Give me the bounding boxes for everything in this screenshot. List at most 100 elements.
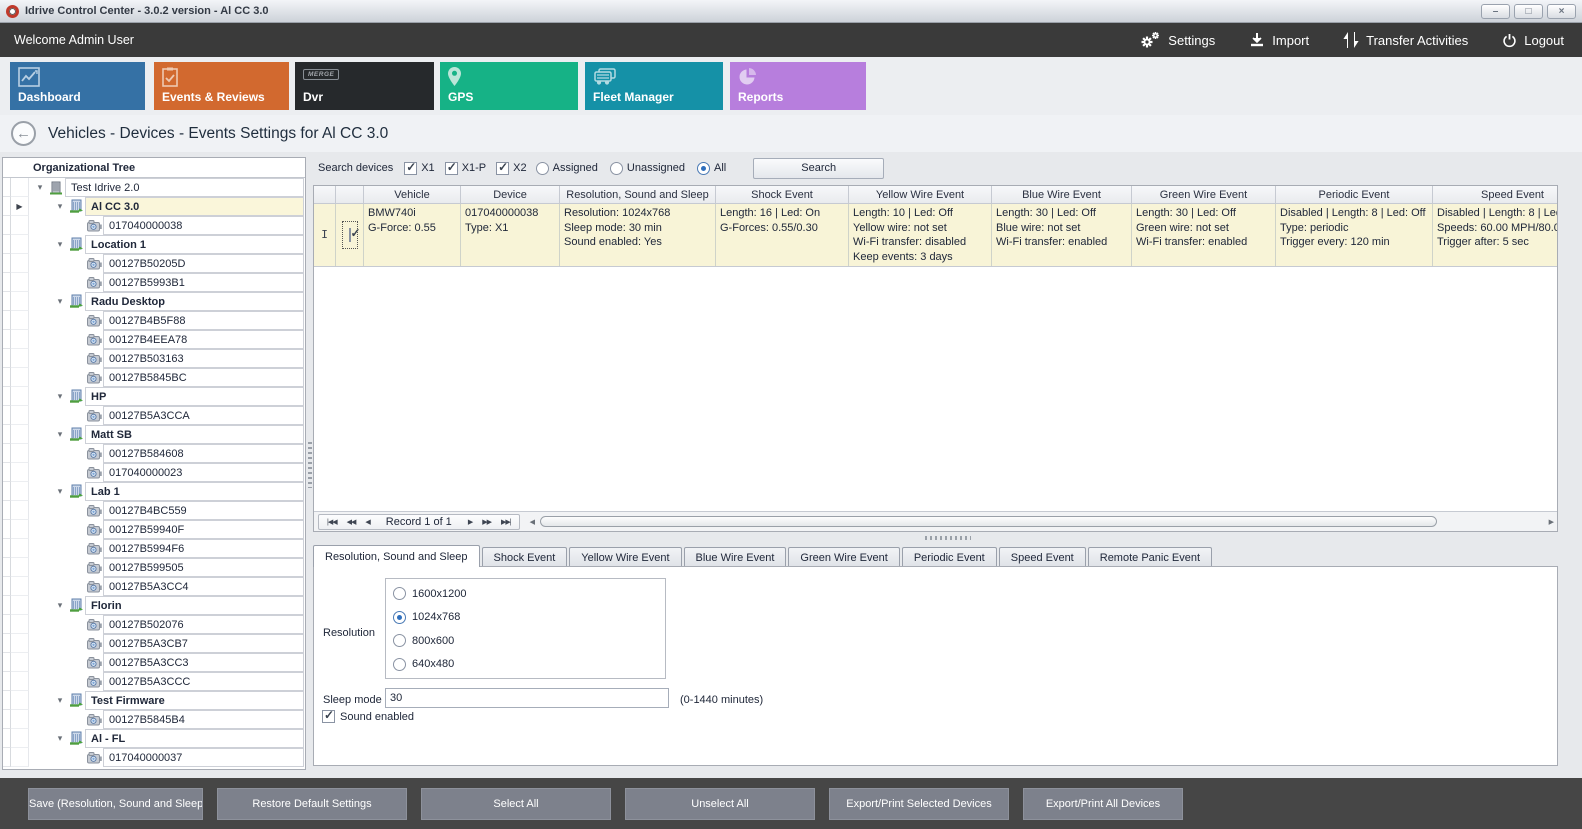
filter-checkbox-x2[interactable]: X2 [496,160,527,175]
tile-fleet-manager[interactable]: Fleet Manager [585,62,723,110]
nav-prev-icon[interactable]: ◀ [365,518,370,526]
nav-last-icon[interactable]: ▶▶| [500,518,512,526]
expand-arrow-icon[interactable]: ▾ [37,182,43,192]
tree-node-00127b5a3cc4[interactable]: 00127B5A3CC4 [3,577,305,596]
tab-resolution-sound-and-sleep[interactable]: Resolution, Sound and Sleep [313,545,480,567]
sound-enabled-checkbox[interactable]: Sound enabled [322,708,414,723]
tree-node-00127b5a3ccc[interactable]: 00127B5A3CCC [3,672,305,691]
nav-first-icon[interactable]: |◀◀ [327,518,338,526]
tab-remote-panic-event[interactable]: Remote Panic Event [1087,547,1213,567]
tab-yellow-wire-event[interactable]: Yellow Wire Event [569,547,682,567]
tree-node-radu-desktop[interactable]: ▾ Radu Desktop [3,292,305,311]
grid-column-header-resolution-sound-and-sleep[interactable]: Resolution, Sound and Sleep [560,186,716,204]
horizontal-splitter[interactable] [925,536,971,540]
tree-node-00127b5a3cb7[interactable]: 00127B5A3CB7 [3,634,305,653]
tab-periodic-event[interactable]: Periodic Event [901,547,997,567]
resolution-option-640x480[interactable]: 640x480 [393,657,454,671]
grid-column-header-yellow-wire-event[interactable]: Yellow Wire Event [849,186,992,204]
tree-node-00127b584608[interactable]: 00127B584608 [3,444,305,463]
tree-node-00127b4eea78[interactable]: 00127B4EEA78 [3,330,305,349]
expand-arrow-icon[interactable]: ▾ [57,733,63,743]
expand-arrow-icon[interactable]: ▾ [57,600,63,610]
tree-node-017040000037[interactable]: 017040000037 [3,748,305,767]
scroll-left-icon[interactable]: ◀ [529,518,535,526]
tree-node-00127b5a3cc3[interactable]: 00127B5A3CC3 [3,653,305,672]
menu-item-import[interactable]: Import [1249,32,1309,48]
tree-node-al-fl[interactable]: ▾ Al - FL [3,729,305,748]
tree-node-00127b5845bc[interactable]: 00127B5845BC [3,368,305,387]
tile-events-reviews[interactable]: Events & Reviews [154,62,289,110]
expand-arrow-icon[interactable]: ▾ [57,486,63,496]
tree-node-00127b502076[interactable]: 00127B502076 [3,615,305,634]
minimize-button[interactable]: – [1481,3,1510,19]
menu-item-logout[interactable]: Logout [1502,33,1564,48]
expand-arrow-icon[interactable]: ▾ [57,239,63,249]
vertical-splitter[interactable] [308,442,312,488]
grid-column-header-blue-wire-event[interactable]: Blue Wire Event [992,186,1132,204]
tree-node-00127b599505[interactable]: 00127B599505 [3,558,305,577]
tree-node-00127b50205d[interactable]: 00127B50205D [3,254,305,273]
filter-radio-unassigned[interactable]: Unassigned [609,161,685,175]
tree-node-test-firmware[interactable]: ▾ Test Firmware [3,691,305,710]
resolution-option-1600x1200[interactable]: 1600x1200 [393,587,466,600]
nav-next-page-icon[interactable]: ▶▶ [482,518,492,526]
resolution-option-800x600[interactable]: 800x600 [393,634,454,647]
tile-dashboard[interactable]: Dashboard [10,62,145,110]
tree-node-matt-sb[interactable]: ▾ Matt SB [3,425,305,444]
nav-next-icon[interactable]: ▶ [467,518,473,526]
tree-node-00127b503163[interactable]: 00127B503163 [3,349,305,368]
tree-node-lab-1[interactable]: ▾ Lab 1 [3,482,305,501]
grid-column-header-green-wire-event[interactable]: Green Wire Event [1132,186,1276,204]
close-button[interactable]: × [1547,3,1576,19]
grid-column-header-shock-event[interactable]: Shock Event [716,186,849,204]
tile-gps[interactable]: GPS [440,62,578,110]
grid-column-header-device[interactable]: Device [461,186,560,204]
tile-dvr[interactable]: MERGE Dvr [295,62,434,110]
expand-arrow-icon[interactable]: ▾ [57,695,63,705]
tree-node-location-1[interactable]: ▾ Location 1 [3,235,305,254]
scrollbar-thumb[interactable] [539,516,1437,527]
tab-speed-event[interactable]: Speed Event [998,547,1086,567]
tree-node-00127b5a3cca[interactable]: 00127B5A3CCA [3,406,305,425]
nav-prev-page-icon[interactable]: ◀◀ [346,518,357,526]
footer-button-unselect-all[interactable]: Unselect All [625,787,815,820]
tree-node-test-idrive-2-0[interactable]: ▾ Test Idrive 2.0 [3,178,305,197]
search-button[interactable]: Search [753,157,885,179]
footer-button-export-print-selected-devices[interactable]: Export/Print Selected Devices [829,787,1009,820]
tree-node-00127b5845b4[interactable]: 00127B5845B4 [3,710,305,729]
footer-button-save-resolution-sound-and-sleep[interactable]: Save (Resolution, Sound and Sleep) [28,787,203,820]
expand-arrow-icon[interactable]: ▾ [57,296,63,306]
footer-button-restore-default-settings[interactable]: Restore Default Settings [217,787,407,820]
filter-checkbox-x1[interactable]: X1 [404,160,435,175]
tab-blue-wire-event[interactable]: Blue Wire Event [683,547,787,567]
expand-arrow-icon[interactable]: ▾ [57,429,63,439]
tree-node-al-cc-3-0[interactable]: ▶ ▾ Al CC 3.0 [3,197,305,216]
filter-checkbox-x1-p[interactable]: X1-P [444,160,486,175]
scroll-right-icon[interactable]: ▶ [1548,518,1554,526]
menu-item-transfer-activities[interactable]: Transfer Activities [1343,31,1468,49]
tab-green-wire-event[interactable]: Green Wire Event [788,547,900,567]
menu-item-settings[interactable]: Settings [1139,31,1215,49]
tree-node-00127b5994f6[interactable]: 00127B5994F6 [3,539,305,558]
row-select-checkbox[interactable] [336,204,364,266]
resolution-option-1024x768[interactable]: 1024x768 [393,610,460,624]
sleep-mode-input[interactable] [385,688,669,708]
filter-radio-assigned[interactable]: Assigned [535,161,598,175]
grid-horizontal-scrollbar[interactable]: ◀ ▶ [520,512,1557,531]
back-button[interactable]: ← [11,121,36,146]
grid-column-header-speed-event[interactable]: Speed Event [1433,186,1557,204]
tree-node-017040000038[interactable]: 017040000038 [3,216,305,235]
tree-node-017040000023[interactable]: 017040000023 [3,463,305,482]
tab-shock-event[interactable]: Shock Event [481,547,568,567]
tree-node-00127b4b5f88[interactable]: 00127B4B5F88 [3,311,305,330]
tree-node-00127b5993b1[interactable]: 00127B5993B1 [3,273,305,292]
filter-radio-all[interactable]: All [696,161,726,175]
expand-arrow-icon[interactable]: ▾ [57,391,63,401]
grid-column-header-periodic-event[interactable]: Periodic Event [1276,186,1433,204]
tree-node-00127b59940f[interactable]: 00127B59940F [3,520,305,539]
maximize-button[interactable]: □ [1514,3,1543,19]
tree-node-florin[interactable]: ▾ Florin [3,596,305,615]
tree-node-hp[interactable]: ▾ HP [3,387,305,406]
tile-reports[interactable]: Reports [730,62,866,110]
